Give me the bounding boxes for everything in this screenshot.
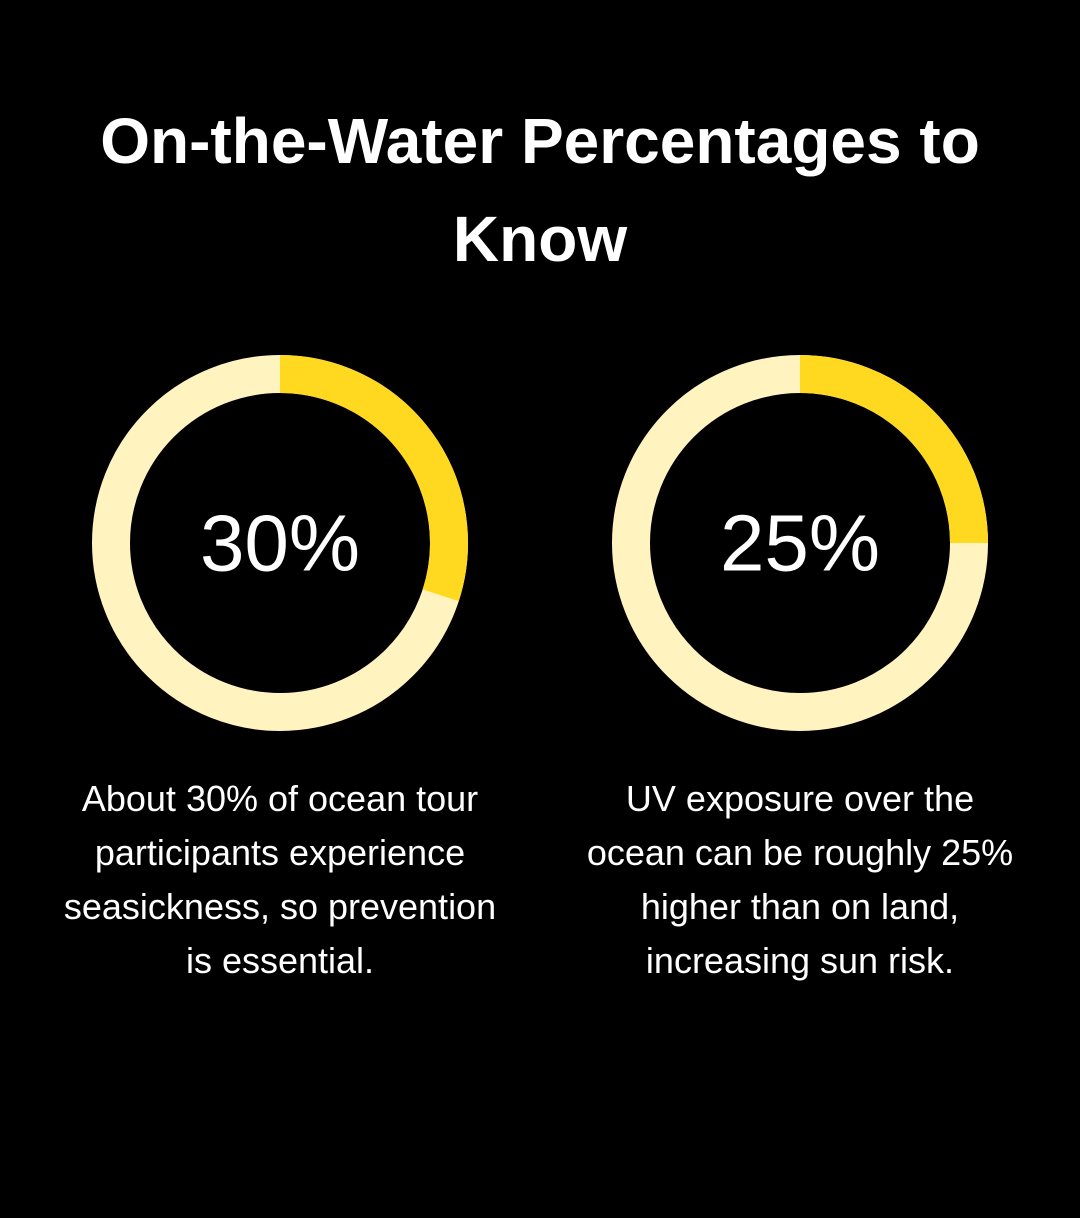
title: On-the-Water Percentages to Know: [100, 105, 980, 275]
caption-line: UV exposure over the: [625, 778, 975, 819]
caption-line: higher than on land,: [640, 886, 960, 927]
caption-line: ocean can be roughly 25%: [586, 832, 1014, 873]
caption-line: About 30% of ocean tour: [81, 778, 479, 819]
caption-line: participants experience: [94, 832, 466, 873]
donut-arc: [279, 355, 468, 602]
caption-line: increasing sun risk.: [645, 940, 955, 981]
donut-arc: [799, 355, 988, 544]
caption: UV exposure over the ocean can be roughly…: [540, 772, 1060, 988]
caption-line: is essential.: [185, 940, 375, 981]
center-label: 25%: [720, 499, 880, 588]
caption: About 30% of ocean tour participants expe…: [20, 772, 540, 988]
caption-line: seasickness, so prevention: [63, 886, 497, 927]
center-label: 30%: [200, 499, 360, 588]
